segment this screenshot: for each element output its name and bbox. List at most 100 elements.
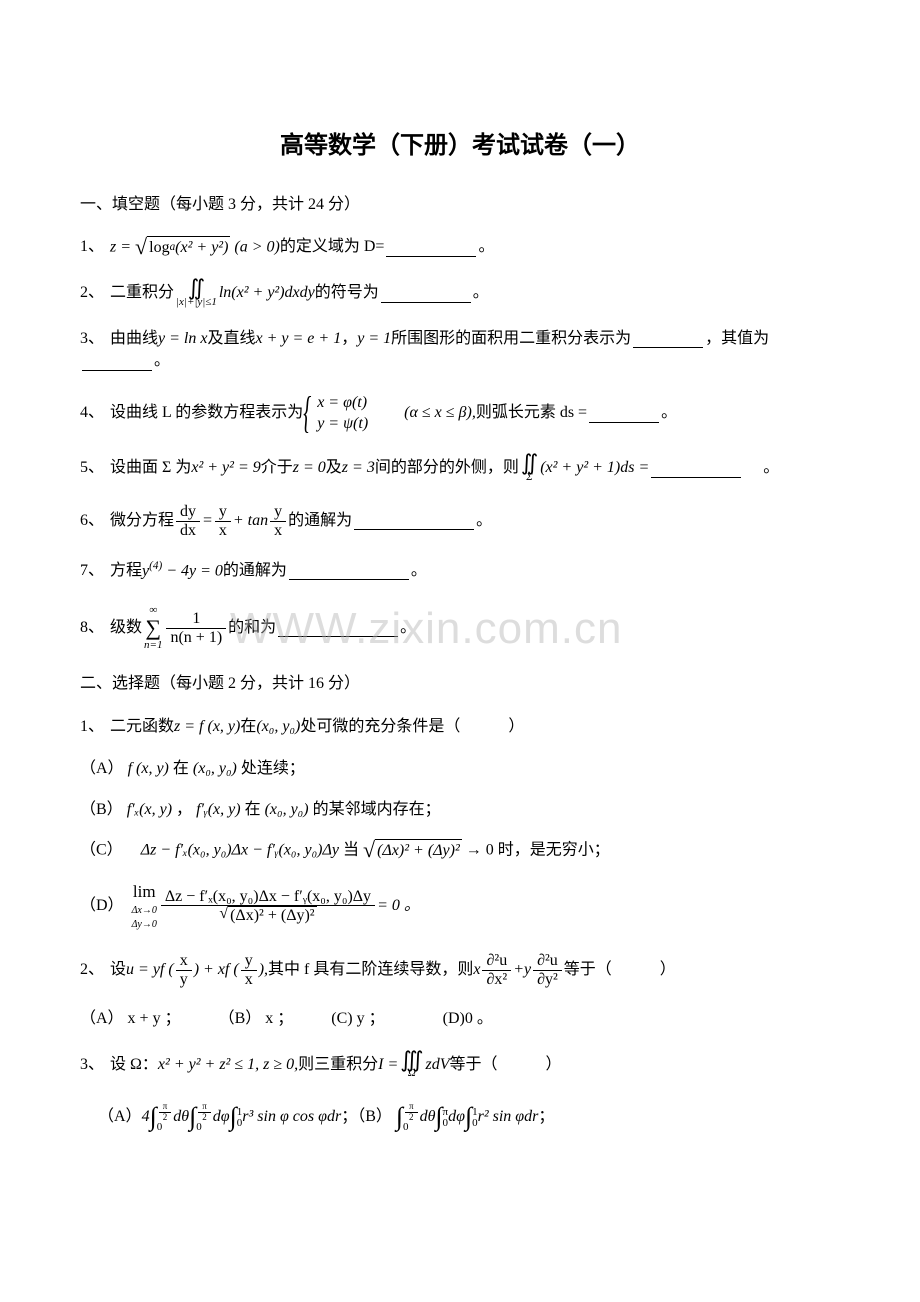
opt-e1: f′ₓ(x, y) [127,801,172,818]
opt-e3: (x₀, y₀) [265,801,309,818]
q3-t3: ， [341,328,357,350]
q1-log: log [149,237,169,259]
fill-blank[interactable] [381,285,471,303]
fill-blank[interactable] [386,239,476,257]
q23-integrand: zdV [426,1054,450,1076]
lim-b1: Δx→0 [132,904,157,918]
q4-case1: x = φ(t) [317,393,368,414]
prob-number: 8、 [80,617,104,639]
q6-t2: 的通解为 [288,510,352,532]
q6-eq: = [202,510,213,532]
q5-e1: x² + y² = 9 [191,457,260,479]
q1-end: 。 [478,236,494,258]
q5-t2: 介于 [261,457,293,479]
q4-t1: 设曲线 L 的参数方程表示为 [110,402,303,424]
problem-2-1: 1、 二元函数 z = f (x, y) 在 (x₀, y₀) 处可微的充分条件… [80,716,840,738]
opt-label: （D） [80,895,124,917]
prob-number: 6、 [80,510,104,532]
lim-b2: Δy→0 [132,918,157,932]
fill-blank[interactable] [633,330,703,348]
q3-e1: y = ln x [158,328,207,350]
q3-t2: 及直线 [207,328,255,350]
q3-e2: x + y = e + 1 [256,328,342,350]
q8-fn: 1 [166,610,226,629]
q3-t4: 所围图形的面积用二重积分表示为 [391,328,631,350]
opt-label: （B） [80,801,123,818]
sep: ；（B） [341,1106,392,1128]
q21-t2: 在 [240,716,256,738]
q5-e2: z = 0 [293,457,326,479]
option-c: （C） Δz − f′ₓ(x₀, y₀)Δx − f′ᵧ(x₀, y₀)Δy 当… [80,839,840,862]
q1-post: (a > 0) [234,238,279,255]
opt-c: (C) y ； [331,1010,384,1027]
q23-I: I = [378,1054,398,1076]
b-l: 0 [196,1122,213,1133]
q21-e2: (x₀, y₀) [256,716,300,738]
opt-t2: 在 [245,801,265,818]
body-a: r³ sin φ cos φdr [242,1106,341,1128]
fill-blank[interactable] [278,619,398,637]
problem-1-3: 3、 由曲线 y = ln x 及直线 x + y = e + 1 ， y = … [80,328,840,373]
opt-num: Δz − f′ₓ(x₀, y₀)Δx − f′ᵧ(x₀, y₀)Δy [161,888,375,907]
option-b: （B） f′ₓ(x, y) ， f′ᵧ(x, y) 在 (x₀, y₀) 的某邻… [80,799,840,821]
prob-number: 2、 [80,959,104,981]
opt-e2: (x₀, y₀) [193,760,237,777]
q23-t1: 设 Ω： [110,1054,158,1076]
opt-label: （A） [98,1106,142,1128]
q6-end: 。 [476,510,492,532]
q7-t2: 的通解为 [223,560,287,582]
q21-e1: z = f (x, y) [174,716,240,738]
q6-dy: dy [176,503,200,522]
q5-integrand: (x² + y² + 1)ds = [540,457,649,479]
q3-t1: 由曲线 [110,328,158,350]
v1: dθ [173,1106,189,1128]
option-d: （D） lim Δx→0 Δy→0 Δz − f′ₓ(x₀, y₀)Δx − f… [80,880,840,932]
q22-t2: 其中 f 具有二阶连续导数，则 [268,959,473,981]
fill-blank[interactable] [289,562,409,580]
opt-end: = 0 。 [377,895,420,917]
section-1-header: 一、填空题（每小题 3 分，共计 24 分） [80,194,840,216]
q8-fd: n(n + 1) [166,629,226,647]
section-2-header: 二、选择题（每小题 2 分，共计 16 分） [80,673,840,695]
q2-integrand: ln(x² + y²)dxdy [219,282,315,304]
q7-end: 。 [411,560,427,582]
option-a: （A） f (x, y) 在 (x₀, y₀) 处连续； [80,758,840,780]
fill-blank[interactable] [651,460,741,478]
opt-e1: Δz − f′ₓ(x₀, y₀)Δx − f′ᵧ(x₀, y₀)Δy [141,841,339,858]
opt-label: （A） [80,760,124,777]
opt-t3: 的某邻域内存在； [313,801,441,818]
q22-f1d: y [176,971,192,989]
problem-1-4: 4、 设曲线 L 的参数方程表示为 x = φ(t) y = ψ(t) (α ≤… [80,393,840,435]
q6-r2d: x [270,522,286,540]
q3-end: 。 [154,350,170,372]
q6-r1n: y [215,503,231,522]
prob-number: 4、 [80,402,104,424]
fill-blank[interactable] [589,405,659,423]
q8-end: 。 [400,617,416,639]
q7-rest: − 4y = 0 [162,562,223,579]
problem-2-2: 2、 设 u = yf (xy) + xf (yx), 其中 f 具有二阶连续导… [80,952,840,988]
q2-end: 。 [473,282,489,304]
q22-p1d: ∂x² [482,971,511,989]
b-u: π [405,1102,418,1113]
q5-t1: 设曲面 Σ 为 [110,457,191,479]
page-title: 高等数学（下册）考试试卷（一） [80,130,840,164]
q2-text1: 二重积分 [110,282,174,304]
fill-blank[interactable] [354,512,474,530]
fill-blank[interactable] [82,353,152,371]
prob-number: 7、 [80,560,104,582]
sep-b: ； [538,1106,554,1128]
q5-t3: 及 [326,457,342,479]
q22-y: y [524,959,531,981]
q22-p2n: ∂²u [533,952,562,971]
q22-plus: + [513,959,524,981]
q23-omega: Ω [400,1068,423,1079]
q3-t5: ，其值为 [705,328,769,350]
q22-t1: 设 [110,959,126,981]
q23-t2: 则三重积分 [298,1054,378,1076]
b-l: 0 [403,1122,420,1133]
problem-1-5: 5、 设曲面 Σ 为 x² + y² = 9 介于 z = 0 及 z = 3 … [80,454,840,483]
b-u: π [159,1102,172,1113]
q23-options-ab: （A） 4 ∫π20 dθ ∫π20 dφ ∫10 r³ sin φ cos φ… [98,1099,840,1135]
q1-text: 的定义域为 D= [280,236,385,258]
